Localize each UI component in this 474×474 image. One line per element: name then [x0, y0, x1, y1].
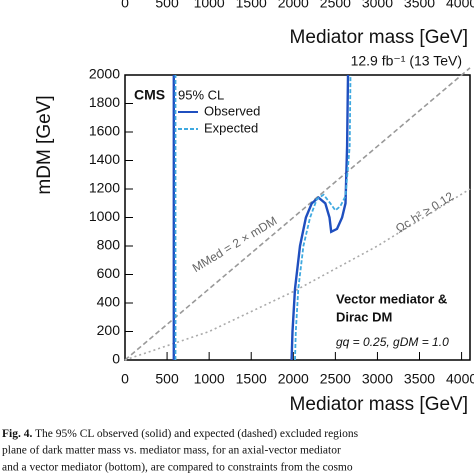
lumi: 12.9 fb⁻¹ (13 TeV): [351, 53, 462, 69]
y-tick-label: 1000: [89, 208, 120, 224]
y-tick-label: 2000: [89, 66, 120, 82]
caption-label: Fig. 4.: [2, 428, 32, 440]
top-x-tick-label: 0: [121, 0, 129, 11]
x-tick-label: 500: [155, 371, 179, 387]
top-x-tick-label: 2500: [320, 0, 351, 11]
top-x-tick-label: 3000: [362, 0, 393, 11]
y-tick-label: 1200: [89, 180, 120, 196]
top-x-label: Mediator mass [GeV]: [290, 27, 468, 48]
y-tick-label: 1400: [89, 151, 120, 167]
caption-text: plane of dark matter mass vs. mediator m…: [2, 445, 341, 457]
legend-title: 95% CL: [178, 87, 224, 102]
legend-label: Observed: [204, 103, 260, 118]
caption-text: The 95% CL observed (solid) and expected…: [32, 428, 358, 440]
experiment: CMS: [134, 87, 165, 103]
top-x-tick-label: 1000: [194, 0, 225, 11]
y-tick-label: 0: [112, 351, 120, 367]
caption: Fig. 4. The 95% CL observed (solid) and …: [2, 428, 359, 440]
model-label: Dirac DM: [336, 309, 392, 324]
x-tick-label: 1500: [236, 371, 267, 387]
y-tick-label: 800: [97, 237, 121, 253]
x-tick-label: 3000: [362, 371, 393, 387]
x-tick-label: 0: [121, 371, 129, 387]
y-label: mDM [GeV]: [34, 95, 55, 194]
model-label: Vector mediator &: [336, 291, 447, 306]
reference-line: [124, 67, 471, 361]
x-tick-label: 2500: [320, 371, 351, 387]
top-x-tick-label: 1500: [236, 0, 267, 11]
top-x-tick-label: 3500: [404, 0, 435, 11]
y-tick-label: 1800: [89, 94, 120, 110]
reference-line: [124, 188, 471, 361]
caption-text: and a vector mediator (bottom), are comp…: [2, 462, 353, 474]
x-tick-label: 4000: [446, 371, 474, 387]
y-tick-label: 600: [97, 265, 121, 281]
couplings: gq = 0.25, gDM = 1.0: [336, 335, 449, 349]
y-tick-label: 400: [97, 294, 121, 310]
legend-label: Expected: [204, 120, 258, 135]
top-x-tick-label: 4000: [446, 0, 474, 11]
x-label: Mediator mass [GeV]: [290, 394, 468, 415]
top-x-tick-label: 500: [155, 0, 179, 11]
y-tick-label: 200: [97, 322, 121, 338]
y-tick-label: 1600: [89, 123, 120, 139]
x-tick-label: 2000: [278, 371, 309, 387]
x-tick-label: 1000: [194, 371, 225, 387]
reference-label: MMed = 2 × mDM: [190, 214, 280, 275]
top-x-tick-label: 2000: [278, 0, 309, 11]
contour: [172, 74, 350, 361]
x-tick-label: 3500: [404, 371, 435, 387]
contour: [174, 74, 352, 361]
reference-label: Ωc h² ≥ 0.12: [393, 189, 456, 236]
